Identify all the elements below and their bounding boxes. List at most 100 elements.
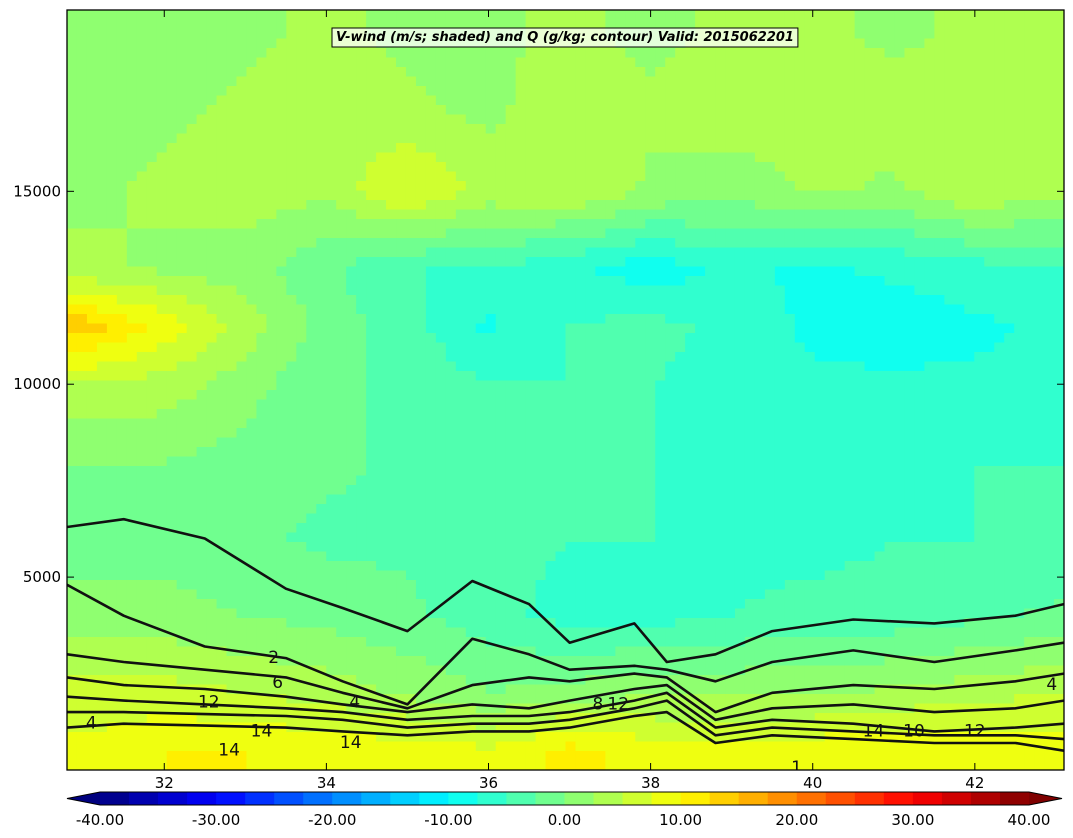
field-cell bbox=[904, 67, 916, 78]
field-cell bbox=[425, 276, 437, 287]
field-cell bbox=[86, 276, 98, 287]
field-cell bbox=[316, 228, 327, 239]
field-cell bbox=[396, 171, 407, 182]
field-cell bbox=[266, 285, 277, 296]
field-cell bbox=[824, 342, 836, 353]
field-cell bbox=[974, 314, 985, 325]
field-cell bbox=[425, 361, 437, 372]
field-cell bbox=[116, 105, 128, 116]
field-cell bbox=[894, 190, 906, 201]
field-cell bbox=[675, 428, 686, 439]
field-cell bbox=[276, 475, 287, 486]
field-cell bbox=[695, 247, 706, 258]
field-cell bbox=[346, 466, 357, 477]
field-cell bbox=[356, 428, 367, 439]
field-cell bbox=[465, 276, 477, 287]
field-cell bbox=[854, 238, 866, 249]
field-cell bbox=[914, 447, 926, 458]
field-cell bbox=[146, 105, 158, 116]
field-cell bbox=[744, 257, 756, 268]
field-cell bbox=[326, 209, 337, 220]
field-cell bbox=[196, 371, 208, 382]
field-cell bbox=[924, 219, 935, 230]
field-cell bbox=[485, 67, 497, 78]
field-cell bbox=[844, 143, 856, 154]
field-cell bbox=[86, 200, 98, 211]
field-cell bbox=[575, 295, 587, 306]
field-cell bbox=[615, 418, 626, 429]
field-cell bbox=[874, 333, 886, 344]
field-cell bbox=[944, 86, 955, 97]
field-cell bbox=[675, 399, 686, 410]
field-cell bbox=[605, 19, 616, 30]
field-cell bbox=[67, 247, 78, 258]
field-cell bbox=[575, 162, 587, 173]
field-cell bbox=[824, 67, 836, 78]
field-cell bbox=[974, 114, 985, 125]
field-cell bbox=[196, 162, 208, 173]
field-cell bbox=[804, 152, 816, 163]
field-cell bbox=[1054, 114, 1064, 125]
field-cell bbox=[366, 152, 377, 163]
field-cell bbox=[585, 418, 597, 429]
field-cell bbox=[685, 333, 696, 344]
field-cell bbox=[864, 323, 876, 334]
field-cell bbox=[934, 390, 945, 401]
field-cell bbox=[515, 266, 527, 277]
field-cell bbox=[974, 342, 985, 353]
field-cell bbox=[874, 209, 886, 220]
field-cell bbox=[764, 466, 776, 477]
field-cell bbox=[685, 124, 696, 135]
field-cell bbox=[595, 124, 606, 135]
field-cell bbox=[106, 228, 118, 239]
field-cell bbox=[216, 352, 228, 363]
field-cell bbox=[994, 399, 1005, 410]
field-cell bbox=[515, 418, 527, 429]
field-cell bbox=[575, 361, 587, 372]
field-cell bbox=[864, 162, 876, 173]
field-cell bbox=[176, 219, 188, 230]
field-cell bbox=[764, 143, 776, 154]
field-cell bbox=[685, 418, 696, 429]
field-cell bbox=[565, 437, 577, 448]
field-cell bbox=[545, 257, 557, 268]
field-cell bbox=[176, 238, 188, 249]
field-cell bbox=[725, 257, 736, 268]
field-cell bbox=[286, 295, 297, 306]
field-cell bbox=[1004, 371, 1015, 382]
field-cell bbox=[386, 380, 397, 391]
field-cell bbox=[874, 219, 886, 230]
field-cell bbox=[505, 323, 517, 334]
field-cell bbox=[236, 133, 248, 144]
field-cell bbox=[96, 333, 108, 344]
field-cell bbox=[914, 333, 926, 344]
field-cell bbox=[1044, 86, 1055, 97]
field-cell bbox=[744, 200, 756, 211]
field-cell bbox=[1004, 257, 1015, 268]
field-cell bbox=[505, 428, 517, 439]
field-cell bbox=[874, 19, 886, 30]
field-cell bbox=[396, 257, 407, 268]
field-cell bbox=[545, 57, 557, 68]
field-cell bbox=[485, 190, 497, 201]
field-cell bbox=[675, 86, 686, 97]
field-cell bbox=[874, 409, 886, 420]
field-cell bbox=[455, 266, 467, 277]
field-cell bbox=[934, 266, 945, 277]
field-cell bbox=[505, 133, 517, 144]
field-cell bbox=[655, 466, 666, 477]
field-cell bbox=[176, 266, 188, 277]
field-cell bbox=[555, 399, 567, 410]
field-cell bbox=[96, 181, 108, 192]
field-cell bbox=[465, 152, 477, 163]
field-cell bbox=[156, 333, 168, 344]
field-cell bbox=[116, 323, 128, 334]
field-cell bbox=[156, 352, 168, 363]
field-cell bbox=[67, 409, 78, 420]
field-cell bbox=[1024, 380, 1035, 391]
field-cell bbox=[296, 447, 307, 458]
field-cell bbox=[914, 133, 926, 144]
field-cell bbox=[405, 133, 417, 144]
field-cell bbox=[615, 371, 626, 382]
field-cell bbox=[894, 133, 906, 144]
